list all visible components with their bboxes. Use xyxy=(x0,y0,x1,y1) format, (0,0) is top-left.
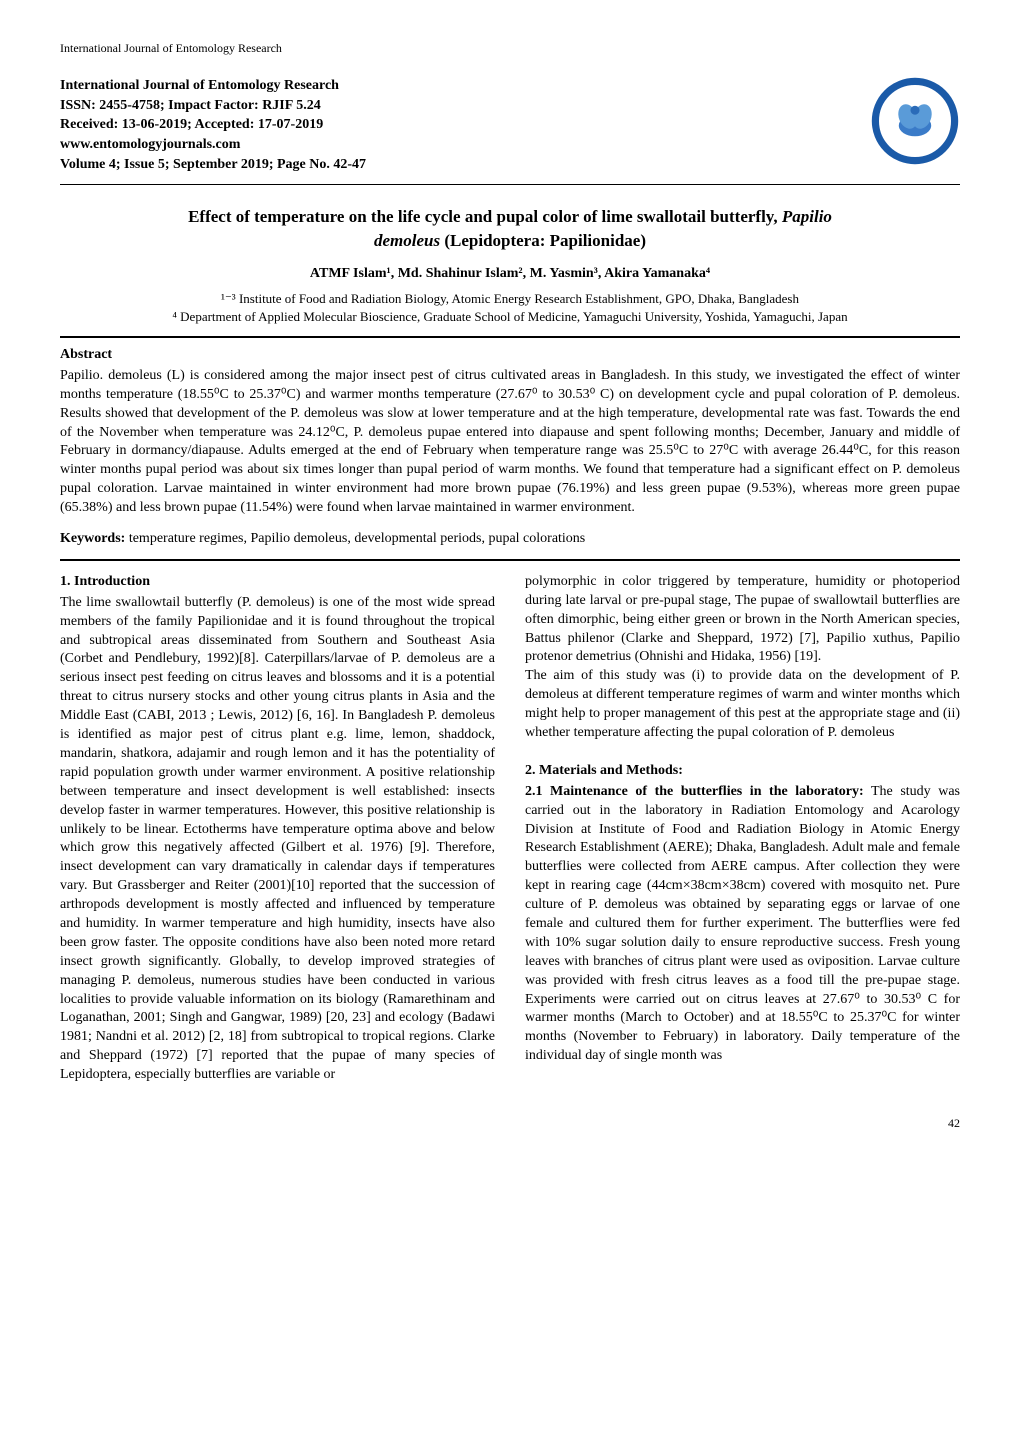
body-columns: 1. Introduction The lime swallowtail but… xyxy=(60,573,960,1085)
keywords-text: temperature regimes, Papilio demoleus, d… xyxy=(125,531,585,546)
journal-header: International Journal of Entomology Rese… xyxy=(60,76,960,174)
abstract-text: Papilio. demoleus (L) is considered amon… xyxy=(60,367,960,518)
methods-heading: 2. Materials and Methods: xyxy=(525,762,960,781)
article-title: Effect of temperature on the life cycle … xyxy=(60,205,960,253)
journal-issn: ISSN: 2455-4758; Impact Factor: RJIF 5.2… xyxy=(60,96,366,116)
methods-body: 2.1 Maintenance of the butterflies in th… xyxy=(525,783,960,1066)
keywords-label: Keywords: xyxy=(60,531,125,546)
title-text-2: (Lepidoptera: Papilionidae) xyxy=(440,231,646,250)
title-italic-2: demoleus xyxy=(374,231,440,250)
abstract-bottom-divider xyxy=(60,559,960,561)
journal-info-block: International Journal of Entomology Rese… xyxy=(60,76,366,174)
methods-text: The study was carried out in the laborat… xyxy=(525,784,960,1063)
journal-name: International Journal of Entomology Rese… xyxy=(60,76,366,96)
affiliation-2: ⁴ Department of Applied Molecular Biosci… xyxy=(60,308,960,326)
intro-heading: 1. Introduction xyxy=(60,573,495,592)
title-text-1: Effect of temperature on the life cycle … xyxy=(188,207,782,226)
intro-aim-text: The aim of this study was (i) to provide… xyxy=(525,667,960,743)
right-column: polymorphic in color triggered by temper… xyxy=(525,573,960,1085)
journal-logo-icon xyxy=(870,76,960,166)
left-column: 1. Introduction The lime swallowtail but… xyxy=(60,573,495,1085)
abstract-heading: Abstract xyxy=(60,346,960,365)
methods-subheading: 2.1 Maintenance of the butterflies in th… xyxy=(525,784,864,799)
intro-text: The lime swallowtail butterfly (P. demol… xyxy=(60,594,495,1085)
running-header: International Journal of Entomology Rese… xyxy=(60,40,960,56)
journal-url: www.entomologyjournals.com xyxy=(60,135,366,155)
header-divider xyxy=(60,184,960,185)
page-number: 42 xyxy=(60,1115,960,1131)
journal-dates: Received: 13-06-2019; Accepted: 17-07-20… xyxy=(60,115,366,135)
affiliations-block: ¹⁻³ Institute of Food and Radiation Biol… xyxy=(60,290,960,326)
intro-continued-text: polymorphic in color triggered by temper… xyxy=(525,573,960,667)
authors-line: ATMF Islam¹, Md. Shahinur Islam², M. Yas… xyxy=(60,265,960,284)
affiliation-1: ¹⁻³ Institute of Food and Radiation Biol… xyxy=(60,290,960,308)
journal-volume: Volume 4; Issue 5; September 2019; Page … xyxy=(60,155,366,175)
abstract-top-divider xyxy=(60,336,960,338)
title-italic-1: Papilio xyxy=(782,207,832,226)
keywords-line: Keywords: temperature regimes, Papilio d… xyxy=(60,530,960,549)
